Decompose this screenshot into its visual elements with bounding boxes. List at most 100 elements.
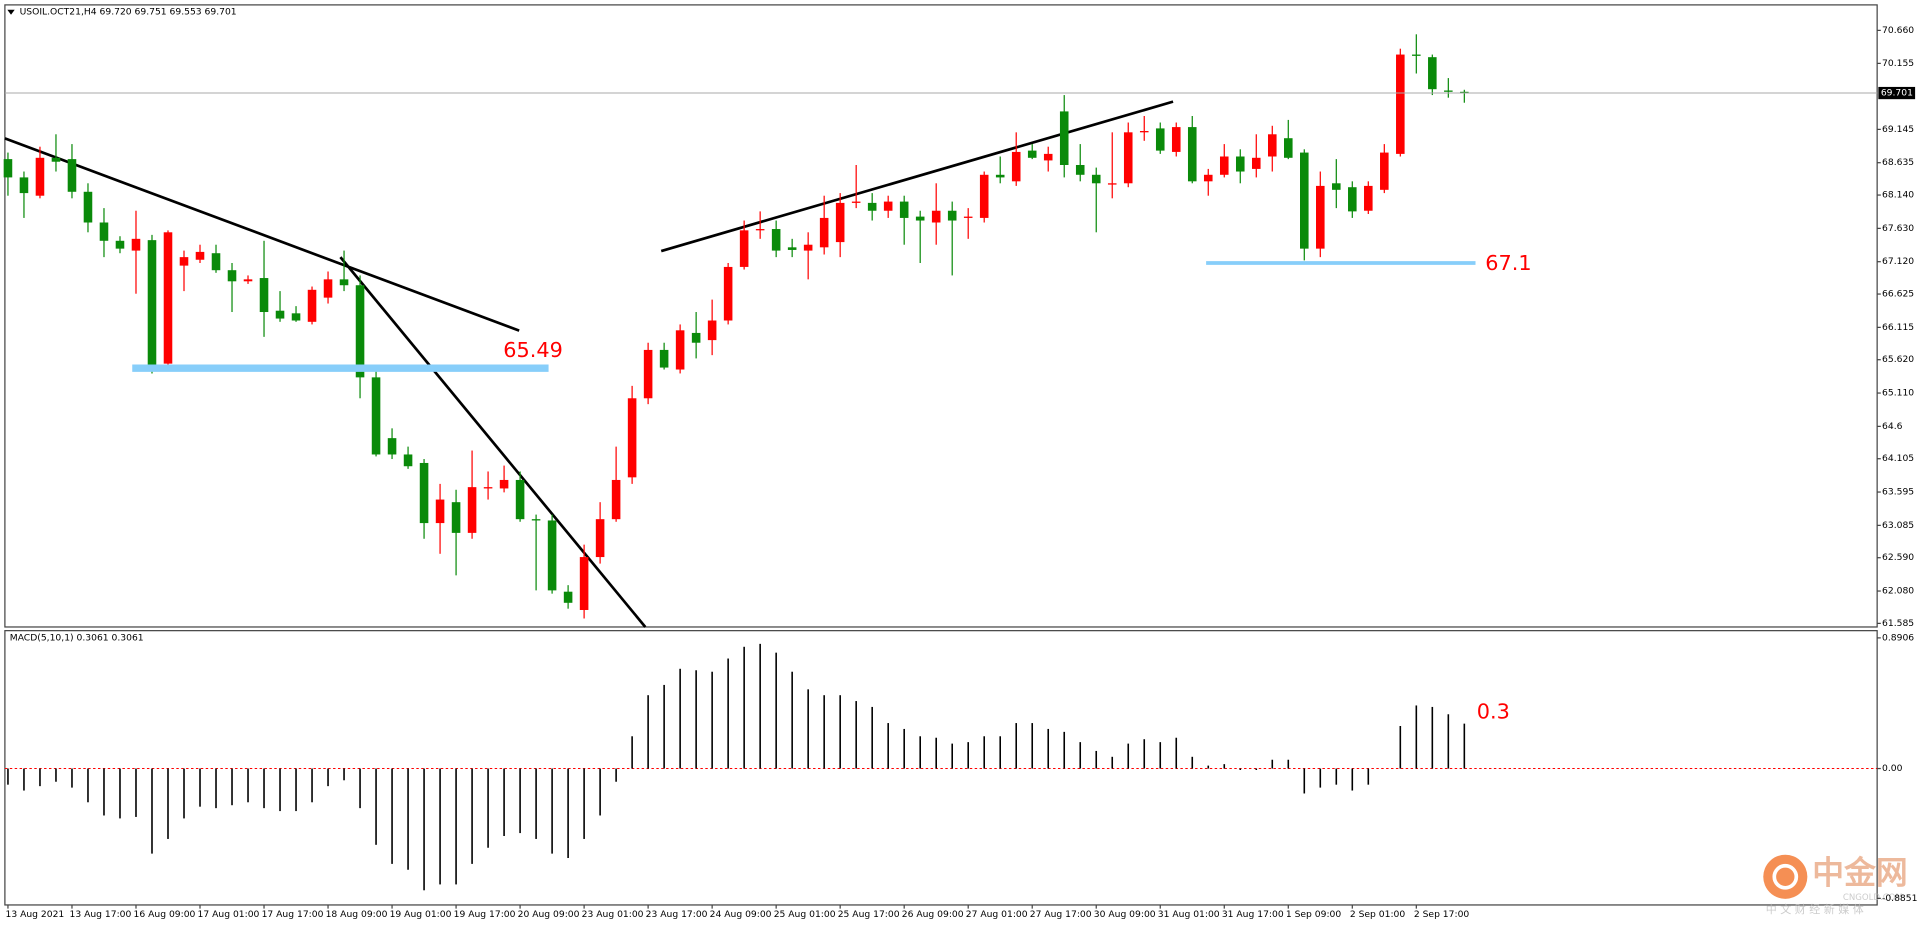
candle-body	[451, 502, 461, 533]
candle-body	[307, 289, 317, 322]
x-tick-label: 17 Aug 17:00	[262, 909, 324, 920]
candle-body	[1155, 128, 1165, 151]
candle-body	[83, 191, 93, 223]
candle-body	[1267, 134, 1277, 157]
y-tick-label: 70.660	[1882, 25, 1914, 36]
candle-body	[1107, 183, 1117, 185]
candle-body	[787, 247, 797, 250]
logo-mark	[1772, 863, 1799, 890]
candle-body	[739, 230, 749, 267]
x-tick-label: 26 Aug 09:00	[902, 909, 964, 920]
candle-body	[851, 201, 861, 203]
x-tick-label: 13 Aug 2021	[6, 909, 65, 920]
candle-body	[1284, 138, 1293, 158]
candle-body	[819, 217, 829, 248]
candle-body	[611, 479, 621, 520]
x-tick-label: 23 Aug 17:00	[646, 909, 708, 920]
candle-body	[1428, 57, 1437, 90]
y-tick-label: 64.6	[1882, 421, 1903, 432]
y-tick-label: 66.625	[1882, 289, 1914, 300]
candle-body	[1364, 185, 1373, 211]
x-tick-label: 16 Aug 09:00	[134, 909, 196, 920]
candle-body	[179, 257, 189, 266]
candle-body	[1460, 91, 1469, 94]
macd-panel	[4, 630, 1878, 906]
candle-body	[1348, 187, 1357, 212]
candle-body	[419, 462, 429, 524]
chart-title: USOIL.OCT21,H4 69.720 69.751 69.553 69.7…	[20, 7, 237, 18]
candle-body	[867, 202, 877, 211]
price-panel	[4, 4, 1878, 628]
candle-body	[323, 279, 333, 298]
candle-body	[931, 210, 941, 223]
candle-body	[675, 330, 685, 370]
candle-body	[1412, 54, 1421, 56]
candle-body	[19, 177, 29, 194]
y-tick-label: 65.620	[1882, 354, 1914, 365]
candle-body	[1059, 111, 1069, 165]
x-tick-label: 17 Aug 01:00	[198, 909, 260, 920]
y-tick-label: 68.635	[1882, 157, 1914, 168]
x-tick-label: 25 Aug 17:00	[838, 909, 900, 920]
y-tick-label: 64.105	[1882, 453, 1914, 464]
candle-body	[275, 310, 285, 319]
y-tick-label: 67.630	[1882, 223, 1914, 234]
watermark-brand: 中金网	[1812, 853, 1907, 891]
candle-body	[1043, 153, 1053, 161]
candle-body	[1332, 183, 1341, 190]
candle-body	[1380, 152, 1389, 190]
candle-body	[1171, 127, 1181, 152]
x-tick-label: 20 Aug 09:00	[518, 909, 580, 920]
level-label: 67.1	[1485, 251, 1531, 275]
last-price-label: 69.701	[1881, 88, 1913, 99]
y-tick-label: 65.110	[1882, 388, 1914, 399]
candle-body	[371, 377, 381, 455]
menu-triangle	[7, 9, 15, 15]
trendlines	[4, 100, 1174, 628]
x-tick-label: 18 Aug 09:00	[326, 909, 388, 920]
x-tick-label: 30 Aug 09:00	[1094, 909, 1156, 920]
candle-body	[339, 279, 349, 286]
candle-body	[595, 519, 605, 558]
candle-body	[195, 251, 205, 260]
candle-body	[131, 238, 141, 251]
candle-body	[755, 229, 765, 231]
candle-body	[659, 349, 669, 368]
candle-body	[1235, 156, 1245, 172]
x-tick-label: 2 Sep 01:00	[1350, 909, 1406, 920]
x-tick-label: 1 Sep 09:00	[1286, 909, 1342, 920]
y-tick-label: 63.595	[1882, 487, 1914, 498]
candle-body	[67, 159, 77, 192]
watermark-slogan: 中 文 财 经 新 媒 体	[1766, 902, 1864, 916]
candle-body	[467, 487, 477, 533]
y-tick-label: 63.085	[1882, 520, 1914, 531]
candle-body	[403, 454, 413, 467]
candle-body	[387, 438, 397, 455]
candle-body	[579, 557, 589, 610]
y-tick-label: 70.155	[1882, 58, 1914, 69]
trendline	[660, 100, 1174, 253]
x-tick-label: 27 Aug 01:00	[966, 909, 1028, 920]
candle-body	[1444, 90, 1453, 92]
level-label: 65.49	[503, 338, 563, 362]
x-tick-label: 19 Aug 17:00	[454, 909, 516, 920]
y-tick-label: 69.145	[1882, 124, 1914, 135]
candle-body	[259, 278, 269, 313]
candle-body	[835, 202, 845, 243]
y-tick-label: 62.080	[1882, 586, 1914, 597]
x-tick-label: 25 Aug 01:00	[774, 909, 836, 920]
candle-body	[547, 520, 557, 591]
candle-body	[723, 266, 733, 321]
macd-annotation: 0.3	[1477, 700, 1510, 724]
candle-body	[515, 479, 525, 520]
y-tick-label: 0.00	[1882, 763, 1903, 774]
candle-body	[147, 240, 157, 365]
candle-body	[803, 244, 813, 251]
candle-body	[531, 519, 541, 521]
candle-body	[963, 216, 973, 218]
x-tick-label: 24 Aug 09:00	[710, 909, 772, 920]
candle-body	[1139, 131, 1149, 133]
logo	[1763, 854, 1808, 899]
